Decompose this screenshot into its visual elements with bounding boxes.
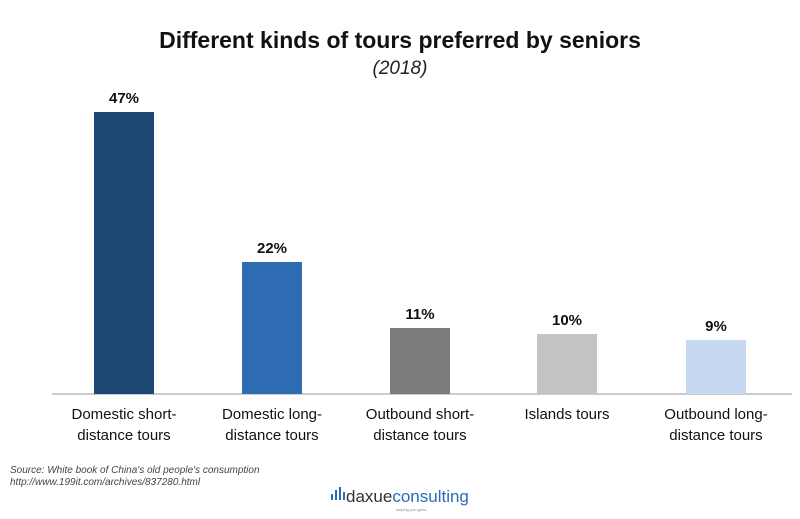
chart-title: Different kinds of tours preferred by se… <box>159 27 641 53</box>
category-label-1: Domestic short-distance tours <box>71 406 176 444</box>
logo-wordmark-part1: daxue <box>346 487 393 506</box>
source-text: Source: White book of China's old people… <box>10 465 260 476</box>
bar-chart: 47% Domestic short-distance tours 22% Domes… <box>52 90 792 444</box>
data-label-2: 22% <box>257 240 287 257</box>
data-label-4: 10% <box>552 312 582 329</box>
daxue-consulting-logo: daxueconsulting helping you grow <box>330 484 490 514</box>
bar-3 <box>390 328 450 394</box>
category-label-4: Islands tours <box>524 406 609 423</box>
logo-bars-icon <box>331 487 345 500</box>
data-label-3: 11% <box>405 306 434 323</box>
data-label-1: 47% <box>109 90 139 107</box>
bar-4 <box>537 334 597 394</box>
data-label-5: 9% <box>705 318 727 335</box>
logo-tagline: helping you grow <box>396 507 427 512</box>
category-label-5: Outbound long-distance tours <box>664 406 767 444</box>
source-note: Source: White book of China's old people… <box>10 465 260 489</box>
chart-subtitle: (2018) <box>372 58 428 79</box>
logo-wordmark-part2: consulting <box>392 487 469 506</box>
category-label-2: Domestic long-distance tours <box>222 406 322 444</box>
category-label-3: Outbound short-distance tours <box>366 406 474 444</box>
logo-wordmark: daxueconsulting <box>346 487 469 507</box>
bar-1 <box>94 112 154 394</box>
bar-2 <box>242 262 302 394</box>
source-url: http://www.199it.com/archives/837280.htm… <box>10 477 201 488</box>
bar-5 <box>686 340 746 394</box>
